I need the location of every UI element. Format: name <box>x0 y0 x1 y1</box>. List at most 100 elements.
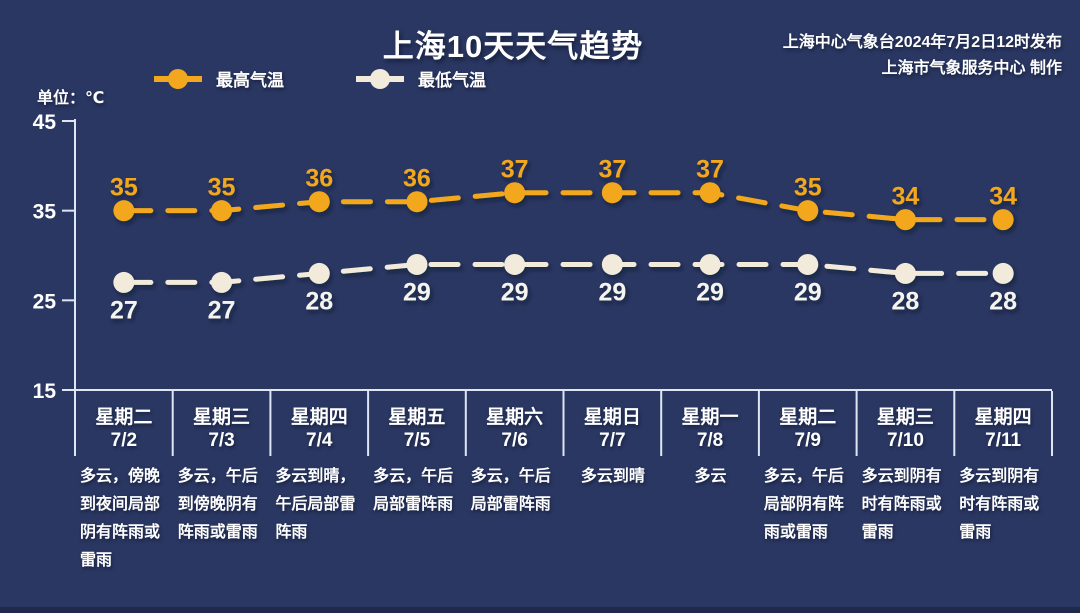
legend-label-high: 最高气温 <box>216 71 284 90</box>
high-temp-value-label: 37 <box>501 156 529 184</box>
weather-description: 多云到阴有时有阵雨或雷雨 <box>861 468 942 541</box>
low-temp-point <box>601 253 623 275</box>
low-temp-value-label: 29 <box>501 278 529 306</box>
weekday-label: 星期日 <box>583 407 641 428</box>
high-temp-point <box>601 182 623 204</box>
day-column-7-6: 星期六 7/6 多云，午后局部雷阵雨 <box>466 0 564 613</box>
unit-label: 单位：℃ <box>37 90 105 107</box>
low-temp-point <box>406 253 428 275</box>
weekday-label: 星期四 <box>974 407 1032 428</box>
weather-description: 多云到晴 <box>580 468 645 485</box>
low-temp-value-label: 28 <box>989 287 1017 315</box>
date-label: 7/3 <box>208 430 235 451</box>
legend-item-low: 最低气温 <box>354 66 486 91</box>
date-label: 7/9 <box>794 430 821 451</box>
day-column-7-3: 星期三 7/3 多云，午后到傍晚阴有阵雨或雷雨 <box>173 0 271 613</box>
low-temp-point <box>504 253 526 275</box>
publisher-line-1: 上海中心气象台2024年7月2日12时发布 <box>782 34 1062 51</box>
weekday-label: 星期四 <box>290 407 348 428</box>
weather-description: 多云，午后局部雷阵雨 <box>373 468 454 513</box>
day-column-7-9: 星期二 7/9 多云，午后局部阴有阵雨或雷雨 <box>759 0 857 613</box>
high-temp-legend-marker-icon <box>154 68 202 89</box>
date-label: 7/7 <box>599 430 626 451</box>
chart-legend: 最高气温 最低气温 <box>152 66 486 91</box>
y-tick-label: 15 <box>33 380 57 403</box>
date-label: 7/2 <box>110 430 138 451</box>
weekday-label: 星期二 <box>779 407 837 428</box>
low-temp-line <box>121 261 1006 285</box>
low-temp-point <box>113 271 135 293</box>
low-temp-point <box>699 253 721 275</box>
high-temp-value-label: 36 <box>403 165 431 193</box>
y-tick-label: 45 <box>33 111 57 134</box>
high-temp-series: 35 35 36 36 37 37 37 35 34 34 <box>110 156 1017 231</box>
axis-lines: 45 35 25 15 <box>33 111 1053 456</box>
legend-item-high: 最高气温 <box>152 66 284 91</box>
day-column-7-10: 星期三 7/10 多云到阴有时有阵雨或雷雨 <box>857 0 955 613</box>
low-temp-point <box>797 253 819 275</box>
date-label: 7/11 <box>985 430 1022 451</box>
low-temp-value-label: 29 <box>696 278 724 306</box>
high-temp-value-label: 37 <box>598 156 626 184</box>
low-temp-value-label: 27 <box>208 296 236 324</box>
weekday-label: 星期三 <box>876 407 934 428</box>
low-temp-value-label: 29 <box>598 278 626 306</box>
date-label: 7/5 <box>403 430 431 451</box>
low-temp-series: 27 27 28 29 29 29 29 29 28 28 <box>110 253 1017 324</box>
date-label: 7/6 <box>501 430 528 451</box>
high-temp-value-label: 35 <box>794 174 822 202</box>
weekday-label: 星期五 <box>388 407 446 428</box>
high-temp-value-label: 34 <box>892 183 920 211</box>
weather-description: 多云到阴有时有阵雨或雷雨 <box>959 468 1040 541</box>
weather-description: 多云，午后局部雷阵雨 <box>470 468 551 513</box>
high-temp-point <box>797 200 819 222</box>
publisher-line-2: 上海市气象服务中心 制作 <box>881 60 1062 77</box>
low-temp-legend-marker-icon <box>356 68 404 89</box>
page-title: 上海10天天气趋势 <box>382 29 644 64</box>
high-temp-point <box>992 209 1014 231</box>
weather-description: 多云，傍晚到夜间局部阴有阵雨或雷雨 <box>80 468 161 569</box>
low-temp-value-label: 28 <box>305 287 333 315</box>
day-column-7-4: 星期四 7/4 多云到晴，午后局部雷阵雨 <box>270 0 368 613</box>
high-temp-point <box>894 209 916 231</box>
high-temp-value-label: 35 <box>110 174 138 202</box>
low-temp-point <box>211 271 233 293</box>
weather-description: 多云，午后局部阴有阵雨或雷雨 <box>763 468 844 541</box>
low-temp-value-label: 27 <box>110 296 138 324</box>
weekday-label: 星期六 <box>486 407 544 428</box>
date-label: 7/4 <box>306 430 333 451</box>
low-temp-point <box>894 262 916 284</box>
high-temp-point <box>211 200 233 222</box>
low-temp-value-label: 28 <box>892 287 920 315</box>
publisher-info: 上海中心气象台2024年7月2日12时发布 上海市气象服务中心 制作 <box>783 30 1062 82</box>
weekday-label: 星期三 <box>193 407 251 428</box>
date-label: 7/8 <box>696 430 724 451</box>
weather-description: 多云 <box>694 468 727 485</box>
high-temp-value-label: 34 <box>989 183 1017 211</box>
high-temp-line <box>121 190 1006 223</box>
day-column-7-8: 星期一 7/8 多云 <box>661 0 759 613</box>
high-temp-value-label: 35 <box>208 174 236 202</box>
high-temp-point <box>113 200 135 222</box>
high-temp-value-label: 37 <box>696 156 724 184</box>
y-tick-label: 25 <box>33 290 57 313</box>
day-column-7-2: 星期二 7/2 多云，傍晚到夜间局部阴有阵雨或雷雨 <box>75 0 173 613</box>
high-temp-point <box>504 182 526 204</box>
high-temp-point <box>406 191 428 213</box>
date-label: 7/10 <box>886 430 924 451</box>
low-temp-point <box>308 262 330 284</box>
low-temp-value-label: 29 <box>794 278 822 306</box>
weekday-label: 星期一 <box>681 407 739 428</box>
day-column-7-7: 星期日 7/7 多云到晴 <box>564 0 662 613</box>
day-column-7-5: 星期五 7/5 多云，午后局部雷阵雨 <box>368 0 466 613</box>
high-temp-point <box>308 191 330 213</box>
high-temp-point <box>699 182 721 204</box>
high-temp-value-label: 36 <box>305 165 333 193</box>
weather-description: 多云，午后到傍晚阴有阵雨或雷雨 <box>177 468 258 541</box>
y-tick-label: 35 <box>33 201 57 224</box>
legend-label-low: 最低气温 <box>418 71 486 90</box>
day-column-7-11: 星期四 7/11 多云到阴有时有阵雨或雷雨 <box>954 0 1052 613</box>
weather-description: 多云到晴，午后局部雷阵雨 <box>275 468 356 541</box>
